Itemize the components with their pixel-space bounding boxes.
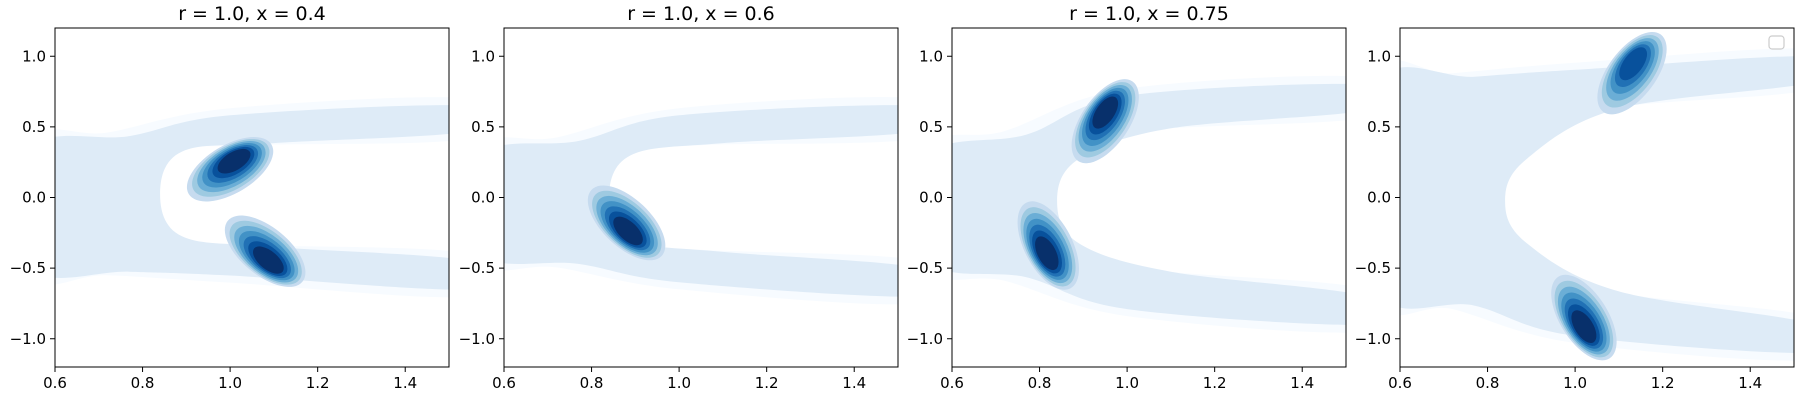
x-tick-label: 1.0: [667, 374, 691, 392]
density-peak-1-level-6: [1619, 47, 1648, 81]
x-tick-label: 1.4: [1290, 374, 1314, 392]
y-tick-label: 0.0: [1367, 189, 1391, 207]
y-tick-label: 0.0: [471, 189, 495, 207]
y-tick-label: −1.0: [1355, 330, 1391, 348]
panel-title: r = 1.0, x = 0.6: [627, 3, 775, 25]
x-tick-label: 1.2: [755, 374, 779, 392]
x-tick-label: 0.8: [131, 374, 155, 392]
x-tick-label: 1.2: [1203, 374, 1227, 392]
x-tick-label: 0.6: [940, 374, 964, 392]
density-peak-1-level-7: [1092, 96, 1119, 129]
y-tick-label: 1.0: [22, 47, 46, 65]
density-peak-2-level-7: [1035, 236, 1059, 271]
density-band-inner: [504, 105, 898, 297]
x-tick-label: 1.0: [1563, 374, 1587, 392]
y-tick-label: −1.0: [10, 330, 46, 348]
y-tick-label: −0.5: [10, 259, 46, 277]
x-tick-label: 0.6: [43, 374, 67, 392]
x-tick-label: 0.8: [580, 374, 604, 392]
density-band-inner: [55, 105, 449, 290]
y-tick-label: 1.0: [471, 47, 495, 65]
density-peak-2-level-7: [252, 246, 284, 274]
y-tick-label: −0.5: [1355, 259, 1391, 277]
x-tick-label: 1.0: [1115, 374, 1139, 392]
y-tick-label: −1.0: [459, 330, 495, 348]
y-tick-label: 0.5: [471, 118, 495, 136]
x-tick-label: 1.2: [306, 374, 330, 392]
y-tick-label: −0.5: [459, 259, 495, 277]
y-tick-label: 0.0: [22, 189, 46, 207]
y-tick-label: 1.0: [919, 47, 943, 65]
x-tick-label: 0.8: [1028, 374, 1052, 392]
y-tick-label: 0.5: [1367, 118, 1391, 136]
y-tick-label: 0.5: [22, 118, 46, 136]
y-tick-label: −0.5: [907, 259, 943, 277]
x-tick-label: 1.0: [218, 374, 242, 392]
x-tick-label: 0.8: [1476, 374, 1500, 392]
x-tick-label: 1.2: [1651, 374, 1675, 392]
density-peak-1-level-7: [613, 216, 643, 246]
density-panel-2: [504, 28, 898, 367]
legend-box: [1768, 35, 1785, 50]
density-panel-4: [1400, 28, 1794, 367]
panel-title: r = 1.0, x = 0.4: [178, 3, 326, 25]
density-panel-3: [952, 28, 1346, 367]
y-tick-label: −1.0: [907, 330, 943, 348]
density-panel-1: [55, 28, 449, 367]
x-tick-label: 1.4: [842, 374, 866, 392]
y-tick-label: 0.0: [919, 189, 943, 207]
panel-title: r = 1.0, x = 0.75: [1069, 3, 1229, 25]
density-peak-1-level-7: [217, 148, 251, 174]
x-tick-label: 1.4: [1738, 374, 1762, 392]
density-peak-2-level-7: [1571, 310, 1597, 343]
density-band-inner: [1400, 56, 1794, 353]
y-tick-label: 1.0: [1367, 47, 1391, 65]
x-tick-label: 1.4: [393, 374, 417, 392]
x-tick-label: 0.6: [1388, 374, 1412, 392]
y-tick-label: 0.5: [919, 118, 943, 136]
x-tick-label: 0.6: [492, 374, 516, 392]
